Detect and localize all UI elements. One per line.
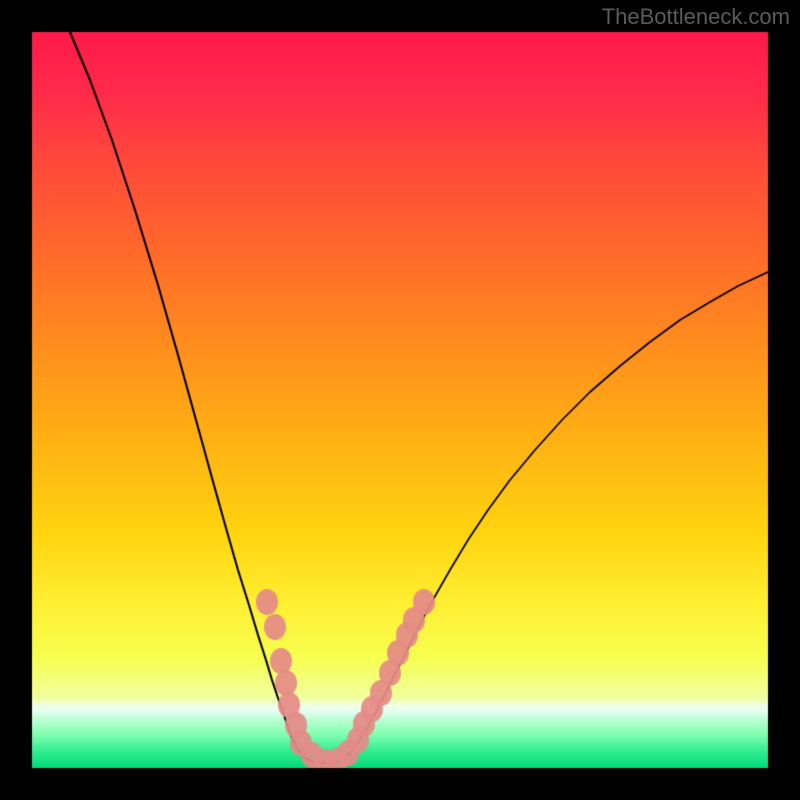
chart-stage: TheBottleneck.com (0, 0, 800, 800)
bottleneck-curve-chart (0, 0, 800, 800)
